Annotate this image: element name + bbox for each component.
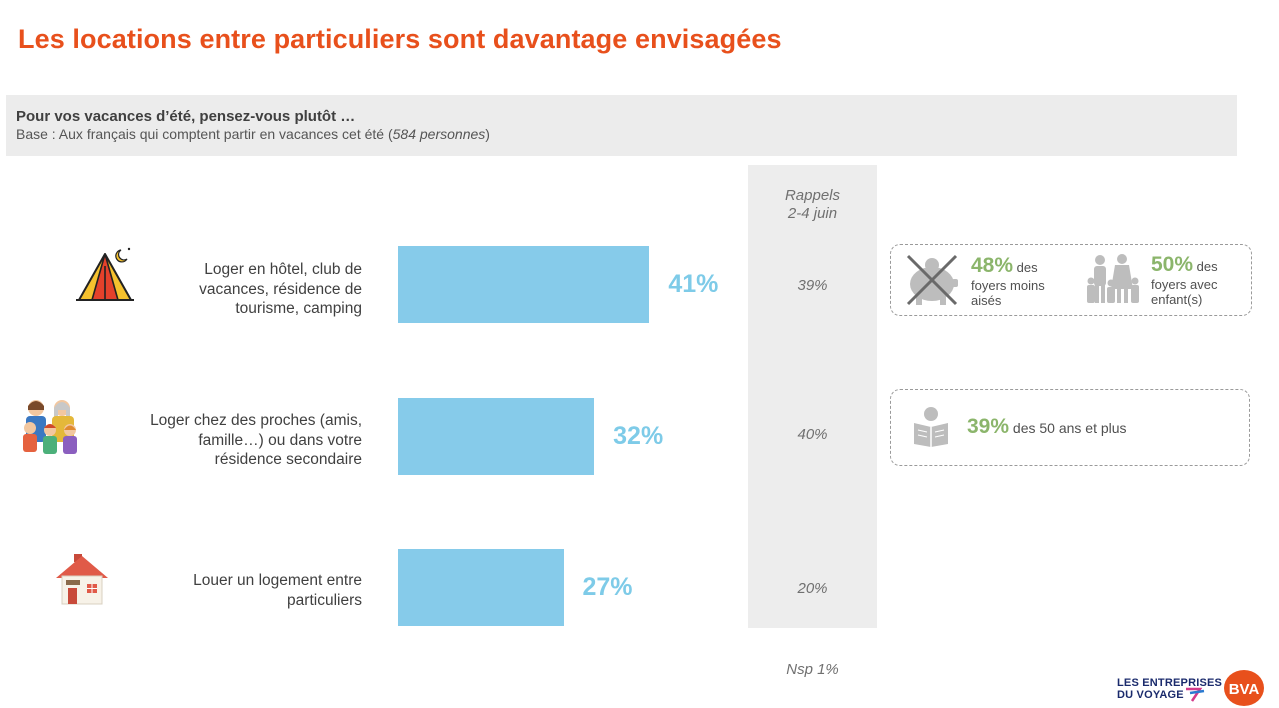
value-label-location: 27%: [582, 573, 633, 601]
category-label-location: Louer un logement entre particuliers: [193, 572, 362, 609]
bar-proches: [398, 398, 595, 475]
parents-children-icon: [1087, 254, 1139, 303]
tent-icon: [76, 247, 134, 301]
recall-value: 39%: [797, 277, 828, 294]
page-title: Les locations entre particuliers sont da…: [18, 24, 782, 54]
stat-pct: 48%: [971, 254, 1014, 277]
base-count: 584 personnes: [392, 126, 486, 142]
recall-header-line1: Rappels: [784, 187, 841, 204]
callout-item-avec-enfants: 50% des foyers avec enfant(s): [1151, 253, 1218, 307]
category-label-proches: Loger chez des proches (amis, famille…) o…: [150, 412, 362, 468]
recall-header-line2: 2-4 juin: [787, 205, 838, 222]
category-label-hotel: Loger en hôtel, club de vacances, résiden…: [199, 261, 362, 317]
question-text: Pour vos vacances d’été, pensez-vous plu…: [16, 108, 356, 125]
bar-hotel: [398, 246, 650, 323]
nsp-label: Nsp 1%: [786, 661, 839, 678]
recall-value: 20%: [797, 580, 828, 597]
recall-header: Rappels 2-4 juin: [748, 187, 877, 223]
bva-logo-text: BVA: [1229, 681, 1260, 698]
callout-item-50-ans: 39% des 50 ans et plus: [967, 415, 1127, 438]
reading-person-icon: [914, 407, 948, 447]
voyage-swoosh-icon: [1186, 687, 1205, 702]
family-icon: [23, 400, 77, 454]
bar-location: [398, 549, 564, 626]
bva-logo: BVA: [1224, 670, 1264, 706]
recall-column: [748, 165, 877, 628]
value-label-hotel: 41%: [668, 270, 719, 298]
crossed-piggy-bank-icon: [906, 254, 958, 306]
recall-value: 40%: [797, 426, 828, 443]
les-entreprises-du-voyage-logo: LES ENTREPRISES DU VOYAGE: [1117, 677, 1223, 701]
question-box: [6, 95, 1237, 156]
callout-proches: [890, 389, 1250, 466]
house-icon: [56, 554, 108, 605]
base-text: Base : Aux français qui comptent partir …: [16, 126, 490, 142]
stat-pct: 39%: [967, 415, 1010, 438]
callout-hotel: [890, 244, 1252, 316]
value-label-proches: 32%: [613, 422, 664, 450]
callout-item-moins-aises: 48% des foyers moins aisés: [971, 254, 1045, 308]
stat-pct: 50%: [1151, 253, 1194, 276]
